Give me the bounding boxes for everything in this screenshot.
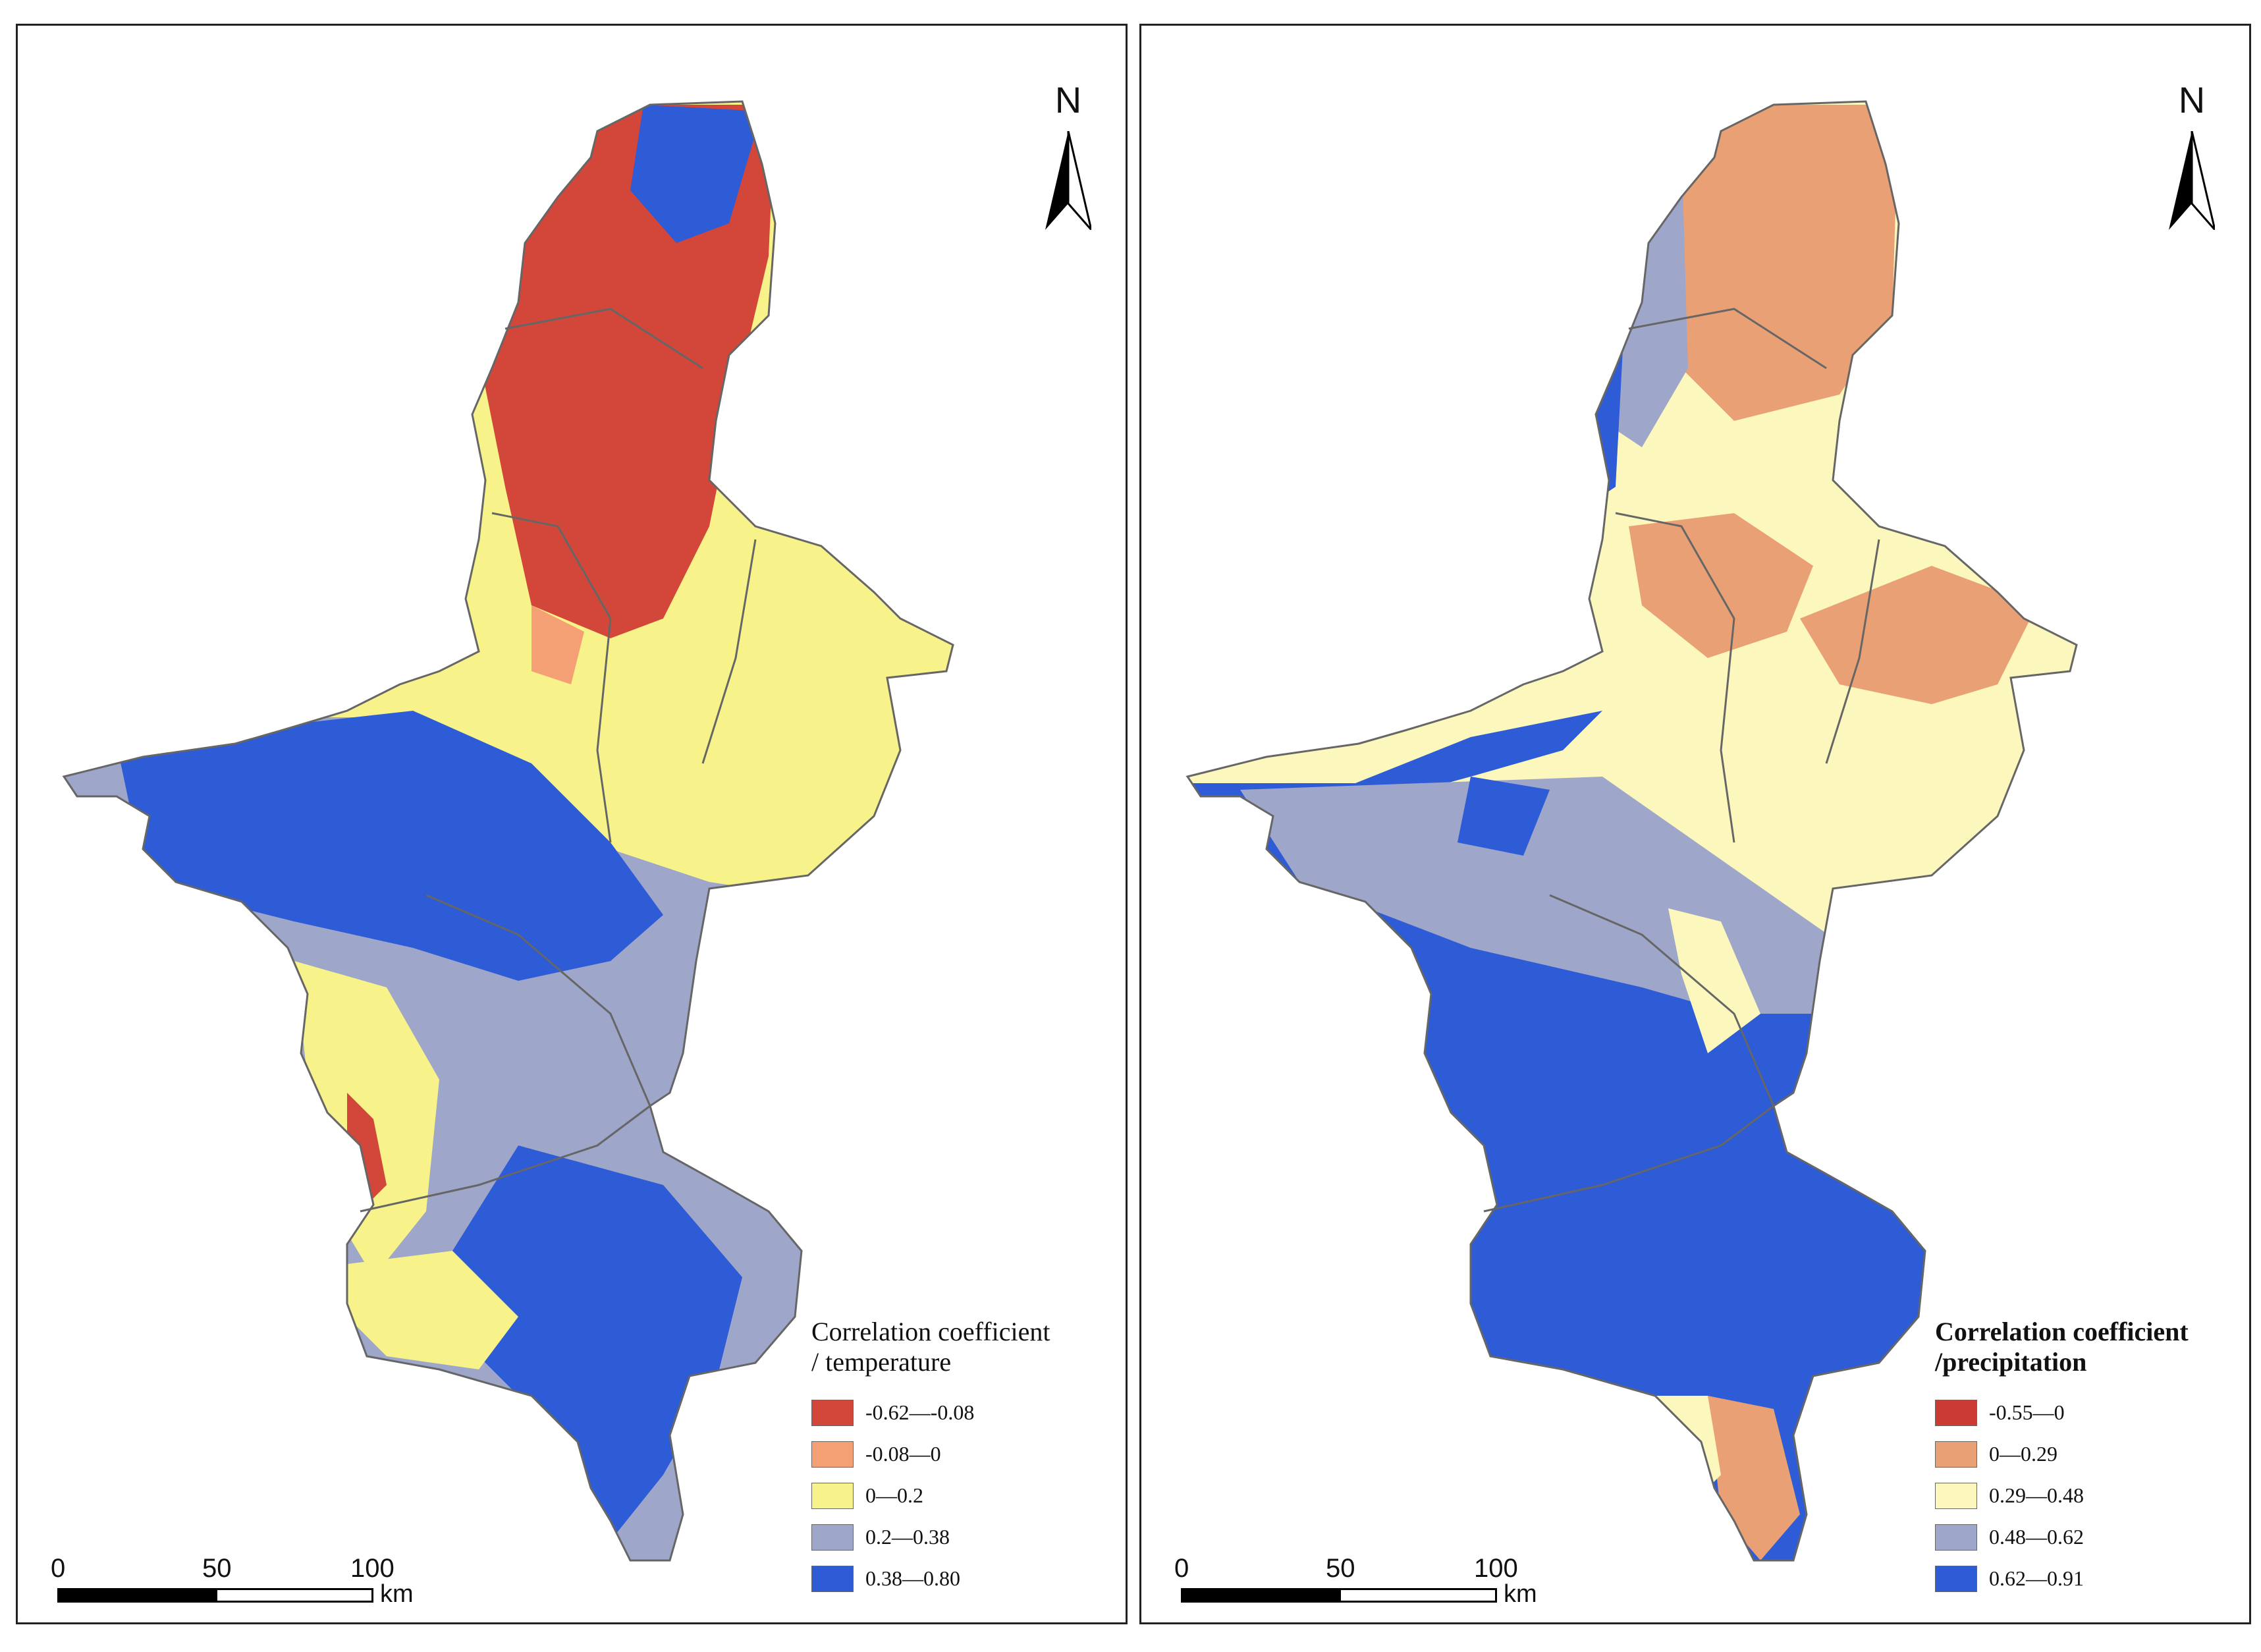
legend: Correlation coefficient /precipitation -… — [1935, 1317, 2245, 1599]
zone-west-blue-patch — [1457, 777, 1550, 856]
north-arrow: N — [1029, 78, 1108, 230]
legend-swatch — [1935, 1399, 1977, 1426]
legend-label: 0.62—0.91 — [1989, 1566, 2084, 1590]
region-outline — [62, 100, 954, 1562]
legend-title-line2: /precipitation — [1935, 1347, 2087, 1377]
legend-swatch — [811, 1441, 854, 1468]
legend-item: 0—0.29 — [1935, 1433, 2245, 1475]
scale-bar-segment — [215, 1588, 373, 1603]
zone-south-lightyellow — [1629, 1396, 1721, 1514]
legend: Correlation coefficient / temperature -0… — [811, 1317, 1121, 1599]
legend-label: 0.29—0.48 — [1989, 1483, 2084, 1507]
legend-label: -0.62—-0.08 — [865, 1400, 975, 1424]
zone-east-orange — [1800, 566, 2037, 704]
north-arrow-icon — [2169, 131, 2215, 230]
legend-swatch — [1935, 1482, 1977, 1509]
scale-bar: 0 50 100 km — [1174, 1554, 1550, 1613]
legend-label: 0.48—0.62 — [1989, 1525, 2084, 1549]
legend-label: 0—0.2 — [865, 1483, 923, 1507]
legend-title: Correlation coefficient /precipitation — [1935, 1317, 2245, 1377]
legend-swatch — [811, 1399, 854, 1426]
zone-central-orange — [1629, 513, 1813, 658]
legend-title-line1: Correlation coefficient — [811, 1317, 1050, 1346]
north-label: N — [1054, 79, 1082, 121]
legend-title: Correlation coefficient / temperature — [811, 1317, 1121, 1377]
zone-west-blue — [117, 711, 663, 981]
legend-item: 0.38—0.80 — [811, 1558, 1121, 1599]
scale-bar: 0 50 100 km — [51, 1554, 426, 1613]
legend-item: -0.08—0 — [811, 1433, 1121, 1475]
legend-item: 0.2—0.38 — [811, 1516, 1121, 1558]
scale-tick-label: 100 — [350, 1554, 395, 1583]
legend-item: 0—0.2 — [811, 1475, 1121, 1516]
zone-north-orange — [1642, 105, 1899, 421]
region-outline — [1185, 100, 2078, 1562]
legend-label: -0.08—0 — [865, 1442, 941, 1466]
zone-north-blue — [630, 105, 762, 243]
north-arrow: N — [2152, 78, 2231, 230]
legend-title-line2: / temperature — [811, 1347, 952, 1377]
zone-orange-patch — [531, 605, 584, 684]
scale-bar-segment — [57, 1588, 215, 1603]
zone-south-yellow — [347, 1251, 518, 1369]
scale-bar-segment — [1339, 1588, 1497, 1603]
legend-item: 0.48—0.62 — [1935, 1516, 2245, 1558]
legend-label: 0.38—0.80 — [865, 1566, 960, 1590]
scale-tick-label: 50 — [1326, 1554, 1355, 1583]
legend-label: -0.55—0 — [1989, 1400, 2065, 1424]
zone-center-lightyellow — [1668, 908, 1760, 1053]
scale-tick-label: 100 — [1474, 1554, 1518, 1583]
zone-north-red — [479, 105, 775, 638]
legend-item: -0.55—0 — [1935, 1392, 2245, 1433]
north-arrow-icon — [1045, 131, 1091, 230]
legend-label: 0.2—0.38 — [865, 1525, 950, 1549]
legend-item: -0.62—-0.08 — [811, 1392, 1121, 1433]
zone-south-blue — [452, 1145, 742, 1541]
precipitation-correlation-map — [1185, 100, 2078, 1562]
zone-west-gray — [1240, 777, 1932, 1014]
legend-swatch — [1935, 1441, 1977, 1468]
scale-tick-label: 50 — [202, 1554, 232, 1583]
north-label: N — [2178, 79, 2206, 121]
scale-unit: km — [1504, 1580, 1537, 1608]
legend-label: 0—0.29 — [1989, 1442, 2057, 1466]
legend-item: 0.29—0.48 — [1935, 1475, 2245, 1516]
legend-swatch — [811, 1565, 854, 1592]
internal-boundaries — [1483, 308, 1880, 1213]
scale-tick-label: 0 — [51, 1554, 66, 1583]
scale-tick-label: 0 — [1174, 1554, 1189, 1583]
legend-swatch — [1935, 1524, 1977, 1551]
legend-swatch — [1935, 1565, 1977, 1592]
scale-bar-segment — [1181, 1588, 1339, 1603]
legend-swatch — [811, 1524, 854, 1551]
legend-swatch — [811, 1482, 854, 1509]
legend-item: 0.62—0.91 — [1935, 1558, 2245, 1599]
precipitation-map-panel: N Correlation coefficient /precipitation… — [1139, 24, 2251, 1624]
temperature-map-panel: N Correlation coefficient / temperature … — [16, 24, 1128, 1624]
scale-unit: km — [380, 1580, 414, 1608]
temperature-correlation-map — [62, 100, 954, 1562]
internal-boundaries — [360, 308, 757, 1213]
legend-title-line1: Correlation coefficient — [1935, 1317, 2189, 1346]
